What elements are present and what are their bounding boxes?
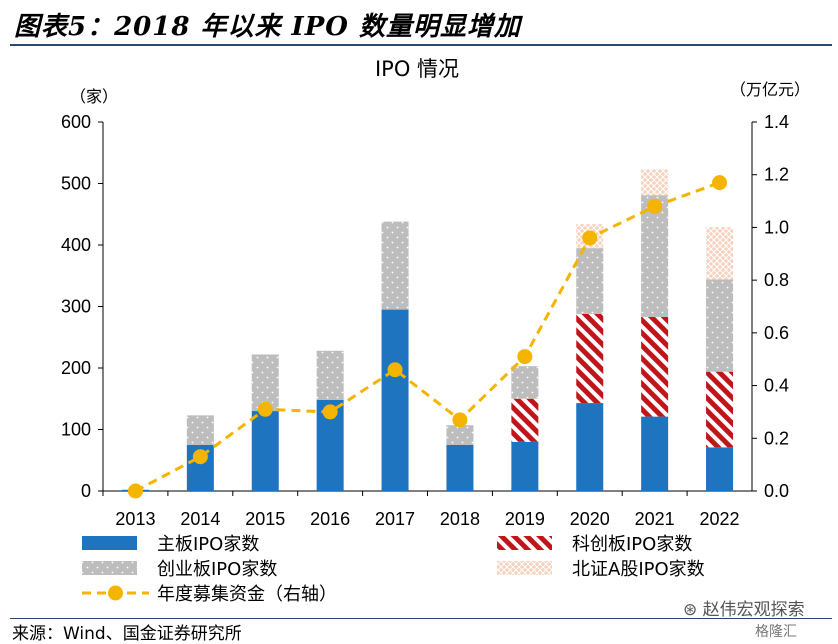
legend-swatch-star — [497, 536, 552, 550]
x-tick-label: 2022 — [700, 509, 740, 529]
bars — [121, 169, 734, 491]
right-tick-label: 0.0 — [764, 481, 789, 501]
bar-main_board-2021 — [641, 416, 669, 491]
bar-chinext-2016 — [316, 350, 344, 400]
bar-main_board-2018 — [446, 444, 474, 491]
x-tick-label: 2021 — [635, 509, 675, 529]
legend-label-chinext: 创业板IPO家数 — [157, 559, 277, 580]
x-tick-label: 2015 — [245, 509, 285, 529]
bar-star-2021 — [641, 316, 669, 417]
legend-swatch-chinext — [82, 561, 137, 575]
x-tick-label: 2020 — [570, 509, 610, 529]
right-tick-label: 0.2 — [764, 428, 789, 448]
x-tick-label: 2019 — [505, 509, 545, 529]
bar-chinext-2017 — [381, 221, 409, 310]
funds-point-2016 — [322, 404, 338, 420]
bar-chinext-2018 — [446, 425, 474, 445]
x-tick-label: 2017 — [375, 509, 415, 529]
funds-point-2021 — [647, 198, 663, 214]
bar-main_board-2020 — [576, 403, 604, 491]
left-tick-label: 200 — [61, 358, 91, 378]
bar-chinext-2015 — [251, 354, 279, 412]
bar-chinext-2021 — [641, 195, 669, 317]
x-tick-label: 2016 — [310, 509, 350, 529]
bar-chinext-2014 — [186, 415, 214, 445]
funds-line-path — [134, 181, 721, 493]
x-tick-label: 2013 — [115, 509, 155, 529]
funds-point-2015 — [257, 401, 273, 417]
left-tick-label: 0 — [81, 481, 91, 501]
legend-label-main_board: 主板IPO家数 — [157, 534, 259, 555]
right-tick-label: 0.6 — [764, 323, 789, 343]
funds-point-2022 — [712, 175, 728, 191]
watermark: ⊛ 赵伟宏观探索 — [683, 600, 805, 620]
left-tick-label: 400 — [61, 235, 91, 255]
title-rule — [10, 44, 832, 46]
bar-main_board-2022 — [706, 447, 734, 491]
funds-line — [127, 175, 728, 499]
bar-star-2022 — [706, 371, 734, 448]
funds-point-2017 — [387, 362, 403, 378]
legend-label-line: 年度募集资金（右轴） — [157, 584, 337, 605]
legend-swatch-bse — [497, 561, 552, 575]
bar-main_board-2019 — [511, 441, 539, 491]
watermark-small: 格隆汇 — [755, 624, 797, 640]
legend-label-bse: 北证A股IPO家数 — [572, 559, 705, 580]
funds-point-2018 — [452, 412, 468, 428]
bar-chinext-2020 — [576, 248, 604, 314]
right-tick-label: 1.2 — [764, 165, 789, 185]
source-note: 来源：Wind、国金证券研究所 — [12, 624, 242, 644]
left-tick-label: 600 — [61, 112, 91, 132]
watermark-text: 赵伟宏观探索 — [702, 600, 805, 620]
bar-chinext-2019 — [511, 366, 539, 399]
funds-point-2020 — [582, 230, 598, 246]
bar-star-2019 — [511, 398, 539, 442]
x-tick-label: 2014 — [180, 509, 220, 529]
bar-star-2020 — [576, 313, 604, 404]
chart-title: IPO 情况 — [375, 57, 459, 81]
figure-title: 图表5：2018 年以来 IPO 数量明显增加 — [14, 12, 521, 42]
funds-point-2013 — [127, 483, 143, 499]
funds-point-2014 — [192, 449, 208, 465]
left-axis-unit: （家） — [70, 87, 118, 106]
right-tick-label: 0.4 — [764, 376, 789, 396]
right-tick-label: 0.8 — [764, 270, 789, 290]
bar-chinext-2022 — [706, 279, 734, 372]
right-tick-label: 1.0 — [764, 217, 789, 237]
x-tick-label: 2018 — [440, 509, 480, 529]
bar-main_board-2015 — [251, 411, 279, 491]
bar-main_board-2017 — [381, 309, 409, 491]
bar-bse-2022 — [706, 227, 734, 280]
left-tick-label: 500 — [61, 174, 91, 194]
legend-swatch-point — [108, 585, 123, 601]
legend-label-star: 科创板IPO家数 — [572, 534, 692, 555]
bar-bse-2021 — [641, 169, 669, 196]
axes: 0 100 200 300 400 500 600 0.0 0.2 0.4 0.6 0.8 1.0 1.2… — [61, 112, 789, 529]
funds-point-2019 — [517, 349, 533, 365]
right-tick-label: 1.4 — [764, 112, 789, 132]
right-axis-unit: （万亿元） — [730, 80, 810, 99]
legend-swatch-main_board — [82, 536, 137, 550]
left-tick-label: 100 — [61, 420, 91, 440]
footer-rule — [10, 618, 832, 619]
left-tick-label: 300 — [61, 297, 91, 317]
